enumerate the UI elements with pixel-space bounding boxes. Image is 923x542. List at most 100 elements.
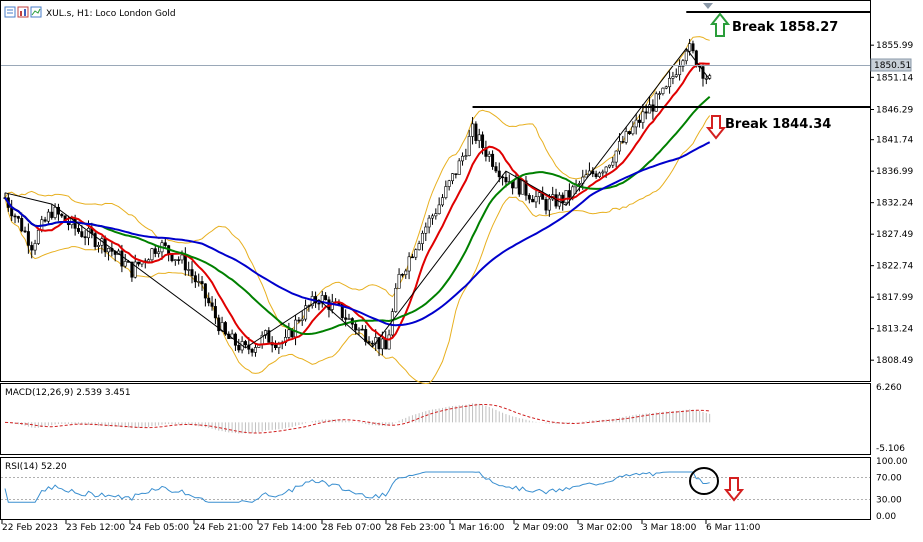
properties-icon[interactable] (4, 6, 16, 18)
candle-body (73, 218, 77, 229)
candle-body (430, 215, 434, 219)
candle-body (654, 93, 658, 112)
candle-body (80, 231, 84, 237)
candle-body (193, 275, 197, 283)
y-tick-label: 1832.24 (876, 199, 913, 209)
candle-body (584, 174, 588, 178)
current-price-badge (870, 58, 912, 72)
candle-body (123, 261, 127, 267)
rsi-arrow-down-icon (723, 477, 745, 502)
arrow-down-icon (705, 115, 727, 140)
candle-body (16, 216, 20, 219)
candle-body (46, 211, 50, 222)
header-icons[interactable] (4, 6, 42, 18)
candle-body (614, 150, 618, 163)
macd-y-tick-label: 6.260 (876, 383, 902, 393)
x-tick-label: 24 Feb 05:00 (130, 523, 189, 533)
candle-body (13, 215, 17, 218)
candle-body (524, 180, 528, 196)
candle-body (133, 261, 137, 278)
candle-body (464, 155, 468, 157)
x-tick-label: 3 Mar 02:00 (578, 523, 633, 533)
candle-body (324, 295, 328, 301)
candle-body (23, 230, 27, 233)
candle-body (474, 123, 478, 141)
candle-body (93, 233, 97, 247)
candle-body (367, 341, 371, 344)
candle-body (30, 245, 34, 251)
y-tick-label: 1817.99 (876, 293, 913, 303)
y-tick-label: 1808.49 (876, 356, 913, 366)
candle-body (344, 317, 348, 320)
candle-body (26, 231, 30, 246)
candle-body (427, 217, 431, 228)
y-tick-label: 1851.14 (876, 73, 913, 83)
candle-body (517, 178, 521, 195)
candle-body (467, 136, 471, 156)
candle-body (400, 274, 404, 276)
candle-body (380, 338, 384, 350)
candle-body (36, 229, 40, 244)
candle-body (597, 172, 601, 177)
candle-body (434, 213, 438, 217)
chart-icon[interactable] (17, 6, 29, 18)
x-tick-label: 1 Mar 16:00 (450, 523, 505, 533)
candle-body (357, 328, 361, 331)
candle-body (417, 243, 421, 251)
shift-marker-icon[interactable] (703, 3, 713, 9)
candle-body (704, 78, 708, 80)
y-tick-label: 1855.99 (876, 41, 913, 51)
candle-body (377, 337, 381, 350)
candle-body (410, 256, 414, 259)
candle-body (694, 50, 698, 67)
y-tick-label: 1813.24 (876, 325, 913, 335)
candle-body (223, 322, 227, 335)
candle-body (444, 186, 448, 198)
candle-body (624, 131, 628, 143)
candle-body (638, 119, 642, 123)
candle-body (531, 198, 535, 203)
candle-body (360, 328, 364, 331)
candle-body (177, 259, 181, 261)
candle-body (304, 305, 308, 320)
candle-body (137, 261, 141, 265)
macd-signal-line (4, 404, 710, 434)
candle-body (300, 318, 304, 321)
candle-body (564, 190, 568, 204)
rsi-line (4, 471, 710, 503)
candle-body (414, 249, 418, 258)
rsi-y-tick-label: 70.00 (876, 474, 902, 484)
candle-body (651, 104, 655, 112)
candle-body (424, 226, 428, 234)
candle-body (274, 344, 278, 349)
bollinger-upper (4, 36, 710, 331)
candle-body (384, 338, 388, 350)
symbol-title: XUL.s, H1: Loco London Gold (46, 9, 176, 19)
candle-body (604, 166, 608, 173)
candle-body (250, 348, 254, 353)
macd-title: MACD(12,26,9) 2.539 3.451 (5, 388, 131, 398)
candle-body (577, 183, 581, 185)
candle-body (644, 111, 648, 114)
candle-body (648, 104, 652, 114)
candle-body (230, 333, 234, 339)
candle-body (420, 232, 424, 244)
candle-body (370, 342, 374, 345)
candle-body (197, 281, 201, 283)
candle-body (487, 153, 491, 157)
candle-body (210, 302, 214, 307)
candle-body (120, 250, 124, 267)
candle-body (674, 74, 678, 77)
candle-body (190, 269, 194, 276)
candle-body (243, 341, 247, 346)
candle-body (607, 164, 611, 168)
candle-body (203, 283, 207, 299)
y-tick-label: 1827.49 (876, 230, 913, 240)
candle-body (103, 238, 107, 253)
candle-body (497, 170, 501, 178)
candle-body (494, 166, 498, 172)
x-tick-label: 28 Feb 23:00 (386, 523, 445, 533)
rsi-y-tick-label: 0.00 (876, 512, 896, 522)
